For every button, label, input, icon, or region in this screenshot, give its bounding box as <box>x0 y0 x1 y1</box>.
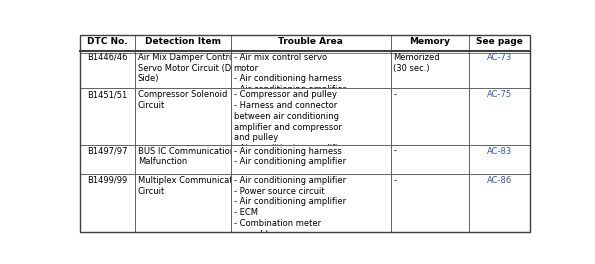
Bar <box>390 35 469 51</box>
Text: - Compressor and pulley
- Harness and connector
between air conditioning
amplifi: - Compressor and pulley - Harness and co… <box>234 90 346 153</box>
Bar <box>80 145 135 174</box>
Text: -: - <box>393 90 396 99</box>
Text: Air Mix Damper Control
Servo Motor Circuit (Driver
Side): Air Mix Damper Control Servo Motor Circu… <box>138 53 250 83</box>
Text: Memory: Memory <box>409 37 450 46</box>
Text: B1446/46: B1446/46 <box>87 53 128 62</box>
Bar <box>80 174 135 232</box>
Bar <box>469 88 530 145</box>
Text: B1451/51: B1451/51 <box>87 90 127 99</box>
Bar <box>135 174 231 232</box>
Bar <box>135 51 231 88</box>
Bar <box>390 88 469 145</box>
Text: Trouble Area: Trouble Area <box>278 37 343 46</box>
Bar <box>390 51 469 88</box>
Text: Compressor Solenoid
Circuit: Compressor Solenoid Circuit <box>138 90 227 110</box>
Text: BUS IC Communication
Malfunction: BUS IC Communication Malfunction <box>138 147 235 166</box>
Text: B1497/97: B1497/97 <box>87 147 128 155</box>
Text: See page: See page <box>476 37 523 46</box>
Text: B1499/99: B1499/99 <box>87 176 127 185</box>
Text: Detection Item: Detection Item <box>145 37 221 46</box>
Text: Multiplex Communication
Circuit: Multiplex Communication Circuit <box>138 176 245 196</box>
Bar <box>80 51 135 88</box>
Bar <box>231 174 390 232</box>
Bar <box>80 35 135 51</box>
Text: AC-86: AC-86 <box>487 176 512 185</box>
Bar <box>135 88 231 145</box>
Bar <box>469 35 530 51</box>
Text: DTC No.: DTC No. <box>87 37 128 46</box>
Text: -: - <box>393 147 396 155</box>
Text: -: - <box>393 176 396 185</box>
Text: - Air conditioning harness
- Air conditioning amplifier: - Air conditioning harness - Air conditi… <box>234 147 346 166</box>
Text: AC-73: AC-73 <box>487 53 512 62</box>
Bar <box>469 51 530 88</box>
Bar <box>390 145 469 174</box>
Bar <box>231 88 390 145</box>
Bar <box>231 51 390 88</box>
Bar <box>390 174 469 232</box>
Bar <box>135 35 231 51</box>
Bar <box>469 145 530 174</box>
Text: AC-83: AC-83 <box>487 147 512 155</box>
Bar <box>231 145 390 174</box>
Text: AC-75: AC-75 <box>487 90 512 99</box>
Text: Memorized
(30 sec.): Memorized (30 sec.) <box>393 53 440 73</box>
Text: - Air mix control servo
motor
- Air conditioning harness
- Air conditioning ampl: - Air mix control servo motor - Air cond… <box>234 53 346 94</box>
Bar <box>80 88 135 145</box>
Bar <box>231 35 390 51</box>
Bar <box>135 145 231 174</box>
Text: - Air conditioning amplifier
- Power source circuit
- Air conditioning amplifier: - Air conditioning amplifier - Power sou… <box>234 176 346 249</box>
Bar <box>469 174 530 232</box>
